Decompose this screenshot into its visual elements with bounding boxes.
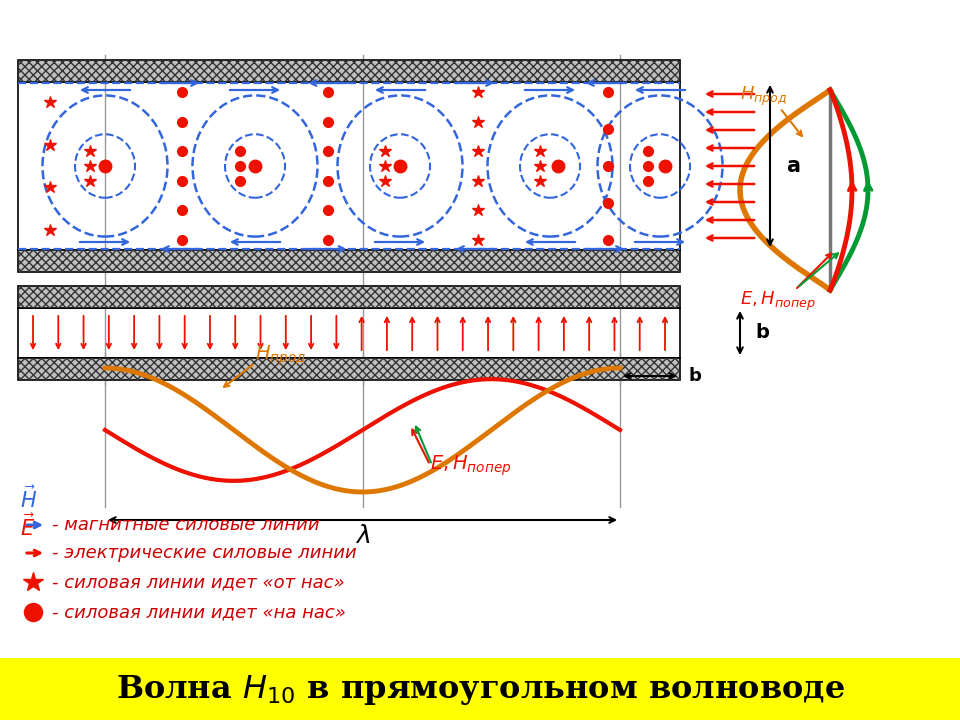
Text: $E, H_{попер}$: $E, H_{попер}$ [740,289,815,313]
Bar [18,308,680,358]
Text: $\lambda$: $\lambda$ [355,524,371,548]
Bar [18,286,680,308]
Bar [18,82,680,250]
Text: $H_{прод}$: $H_{прод}$ [255,344,306,369]
Bar [18,60,680,82]
Bar [0,658,960,720]
Bar [18,250,680,272]
Text: $H_{прод}$: $H_{прод}$ [740,85,787,108]
Text: b: b [755,323,769,343]
Text: $\vec{E}$: $\vec{E}$ [20,513,36,540]
Text: - силовая линии идет «от нас»: - силовая линии идет «от нас» [52,573,345,591]
Bar [18,60,680,82]
Text: b: b [688,367,701,385]
Text: a: a [786,156,800,176]
Text: $\vec{H}$: $\vec{H}$ [20,485,37,512]
Bar [18,358,680,380]
Bar [18,286,680,308]
Text: $E,H_{попер}$: $E,H_{попер}$ [430,454,512,478]
Text: - магнитные силовые линии: - магнитные силовые линии [52,516,320,534]
Bar [18,358,680,380]
Text: - электрические силовые линии: - электрические силовые линии [52,544,357,562]
Text: Волна $H_{10}$ в прямоугольном волноводе: Волна $H_{10}$ в прямоугольном волноводе [115,673,845,707]
Bar [18,250,680,272]
Text: - силовая линии идет «на нас»: - силовая линии идет «на нас» [52,603,346,621]
